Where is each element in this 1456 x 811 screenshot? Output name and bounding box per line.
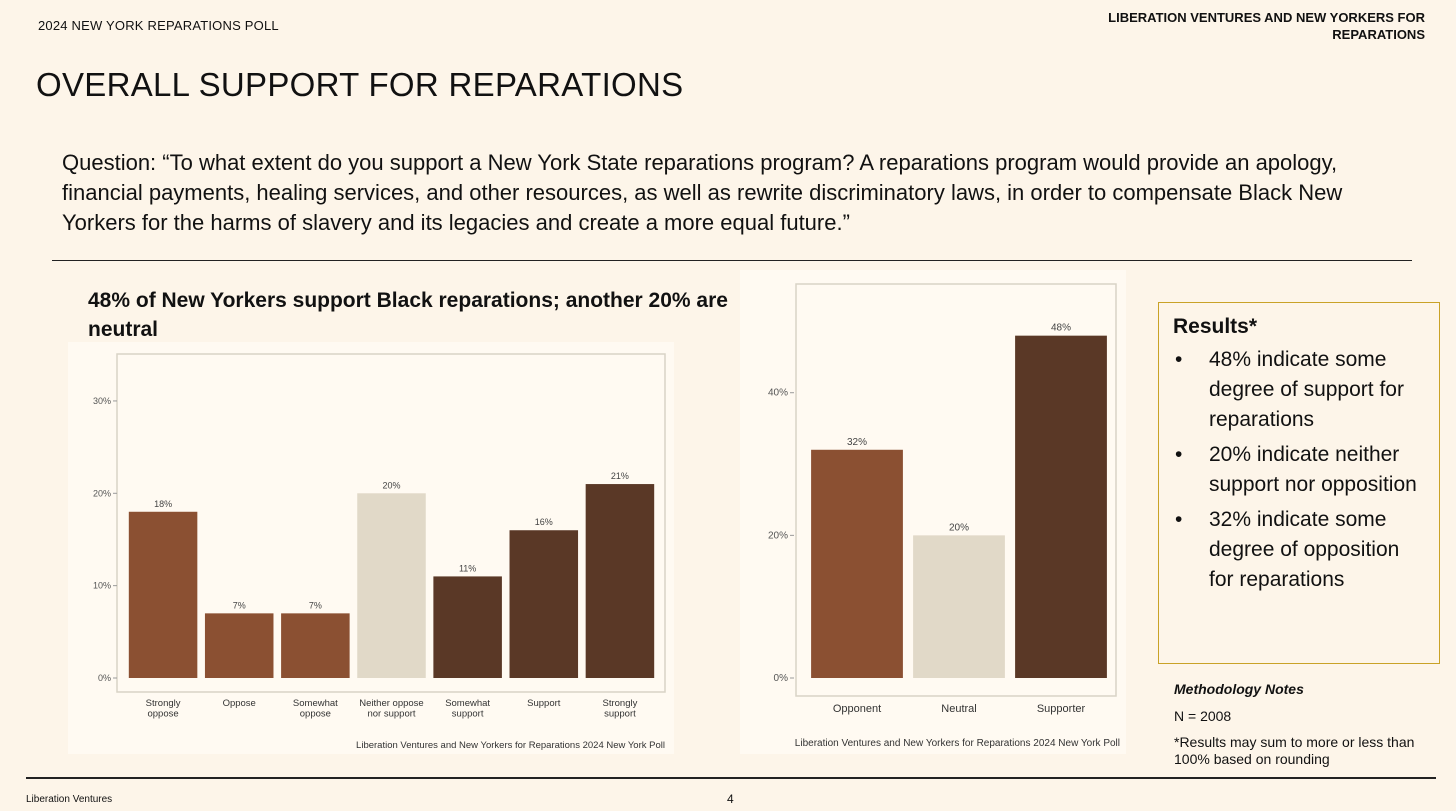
poll-label: 2024 NEW YORK REPARATIONS POLL bbox=[38, 18, 279, 33]
bottom-divider bbox=[26, 777, 1436, 779]
methodology-note: *Results may sum to more or less than 10… bbox=[1174, 734, 1415, 767]
x-category-label: Opponent bbox=[833, 703, 881, 715]
data-label: 48% bbox=[1051, 323, 1071, 334]
bar bbox=[811, 449, 903, 678]
results-item: • 20% indicate neither support nor opposi… bbox=[1173, 440, 1425, 500]
footer-org: Liberation Ventures bbox=[26, 794, 113, 805]
x-category-label-line: nor support bbox=[367, 709, 415, 720]
x-category-label: Neither oppose nor support bbox=[359, 698, 423, 720]
x-category-label: Oppose bbox=[223, 698, 256, 709]
x-category-label-line: Somewhat bbox=[445, 698, 490, 709]
methodology-title: Methodology Notes bbox=[1174, 681, 1304, 697]
data-label: 16% bbox=[535, 517, 553, 527]
plot-frame bbox=[116, 353, 666, 693]
x-category-label-line: Oppose bbox=[223, 698, 256, 709]
bar bbox=[128, 511, 198, 678]
x-category-label-line: support bbox=[452, 709, 484, 720]
data-label: 7% bbox=[233, 600, 246, 610]
chart-caption: Liberation Ventures and New Yorkers for … bbox=[795, 738, 1120, 749]
x-category-label-line: Strongly bbox=[602, 698, 637, 709]
bullet-icon: • bbox=[1175, 348, 1183, 371]
y-tick-label: 10% bbox=[93, 581, 111, 591]
bar bbox=[913, 535, 1005, 678]
data-label: 32% bbox=[847, 437, 867, 448]
data-label: 21% bbox=[611, 471, 629, 481]
grouped-support-chart-svg: 0% 20% 40% 32% Opponent 20% Neutral 48% Supporte… bbox=[768, 283, 1120, 749]
page-title: OVERALL SUPPORT FOR REPARATIONS bbox=[36, 66, 684, 103]
x-category-label-line: support bbox=[604, 709, 636, 720]
bar bbox=[1015, 335, 1107, 678]
x-category-label: Supporter bbox=[1037, 703, 1086, 715]
grouped-support-chart: 0% 20% 40% 32% Opponent 20% Neutral 48% Supporte… bbox=[740, 270, 1126, 754]
top-divider bbox=[52, 260, 1412, 261]
data-label: 20% bbox=[382, 480, 400, 490]
x-category-label-line: Somewhat bbox=[293, 698, 338, 709]
results-item: • 48% indicate some degree of support for… bbox=[1173, 345, 1425, 435]
detailed-support-chart-svg: 0%10%20%30%18%Strongly oppose7%Oppose7%So… bbox=[93, 353, 666, 751]
bar bbox=[585, 484, 655, 678]
y-tick-label: 20% bbox=[93, 488, 111, 498]
org-title: LIBERATION VENTURES AND NEW YORKERS FOR … bbox=[1108, 10, 1425, 42]
plot-frame bbox=[795, 283, 1117, 697]
bar bbox=[433, 576, 502, 678]
y-tick-label: 30% bbox=[93, 396, 111, 406]
x-category-label-line: Neutral bbox=[941, 703, 976, 715]
detailed-support-chart: 0% 10% 20% 30% 18% Strongly oppose 7% Oppose 7% So… bbox=[68, 342, 674, 754]
bar bbox=[281, 613, 350, 678]
data-label: 18% bbox=[154, 499, 172, 509]
x-category-label-line: oppose bbox=[147, 709, 178, 720]
x-category-label: Strongly oppose bbox=[146, 698, 181, 720]
results-item-text: 20% indicate neither support nor opposit… bbox=[1209, 443, 1417, 496]
data-label: 20% bbox=[949, 522, 969, 533]
bar bbox=[357, 493, 426, 678]
chart-heading: 48% of New Yorkers support Black reparat… bbox=[88, 289, 728, 341]
x-category-label: Somewhat oppose bbox=[293, 698, 338, 720]
page-number: 4 bbox=[727, 792, 734, 806]
y-tick-label: 0% bbox=[774, 673, 789, 684]
x-category-label-line: oppose bbox=[300, 709, 331, 720]
survey-question: Question: “To what extent do you support… bbox=[62, 150, 1343, 235]
results-item: • 32% indicate some degree of opposition … bbox=[1173, 505, 1425, 595]
x-category-label: Strongly support bbox=[602, 698, 637, 720]
bar bbox=[509, 530, 579, 678]
y-tick-label: 20% bbox=[768, 530, 788, 541]
results-item-text: 32% indicate some degree of opposition f… bbox=[1209, 508, 1400, 591]
methodology-sample-size: N = 2008 bbox=[1174, 708, 1232, 724]
results-item-text: 48% indicate some degree of support for … bbox=[1209, 348, 1404, 431]
results-box: Results* • 48% indicate some degree of su… bbox=[1158, 302, 1440, 664]
x-category-label: Support bbox=[527, 698, 561, 709]
x-category-label-line: Neither oppose bbox=[359, 698, 423, 709]
y-tick-label: 40% bbox=[768, 388, 788, 399]
bullet-icon: • bbox=[1175, 508, 1183, 531]
x-category-label: Neutral bbox=[941, 703, 976, 715]
bullet-icon: • bbox=[1175, 443, 1183, 466]
bar bbox=[204, 613, 274, 678]
data-label: 7% bbox=[309, 600, 322, 610]
x-category-label-line: Opponent bbox=[833, 703, 881, 715]
x-category-label-line: Strongly bbox=[146, 698, 181, 709]
data-label: 11% bbox=[459, 563, 476, 573]
y-tick-label: 0% bbox=[98, 673, 111, 683]
results-list: • 48% indicate some degree of support for… bbox=[1173, 345, 1425, 595]
x-category-label: Somewhat support bbox=[445, 698, 490, 720]
x-category-label-line: Supporter bbox=[1037, 703, 1086, 715]
results-title: Results* bbox=[1173, 315, 1258, 338]
chart-caption: Liberation Ventures and New Yorkers for … bbox=[356, 740, 665, 751]
x-category-label-line: Support bbox=[527, 698, 561, 709]
